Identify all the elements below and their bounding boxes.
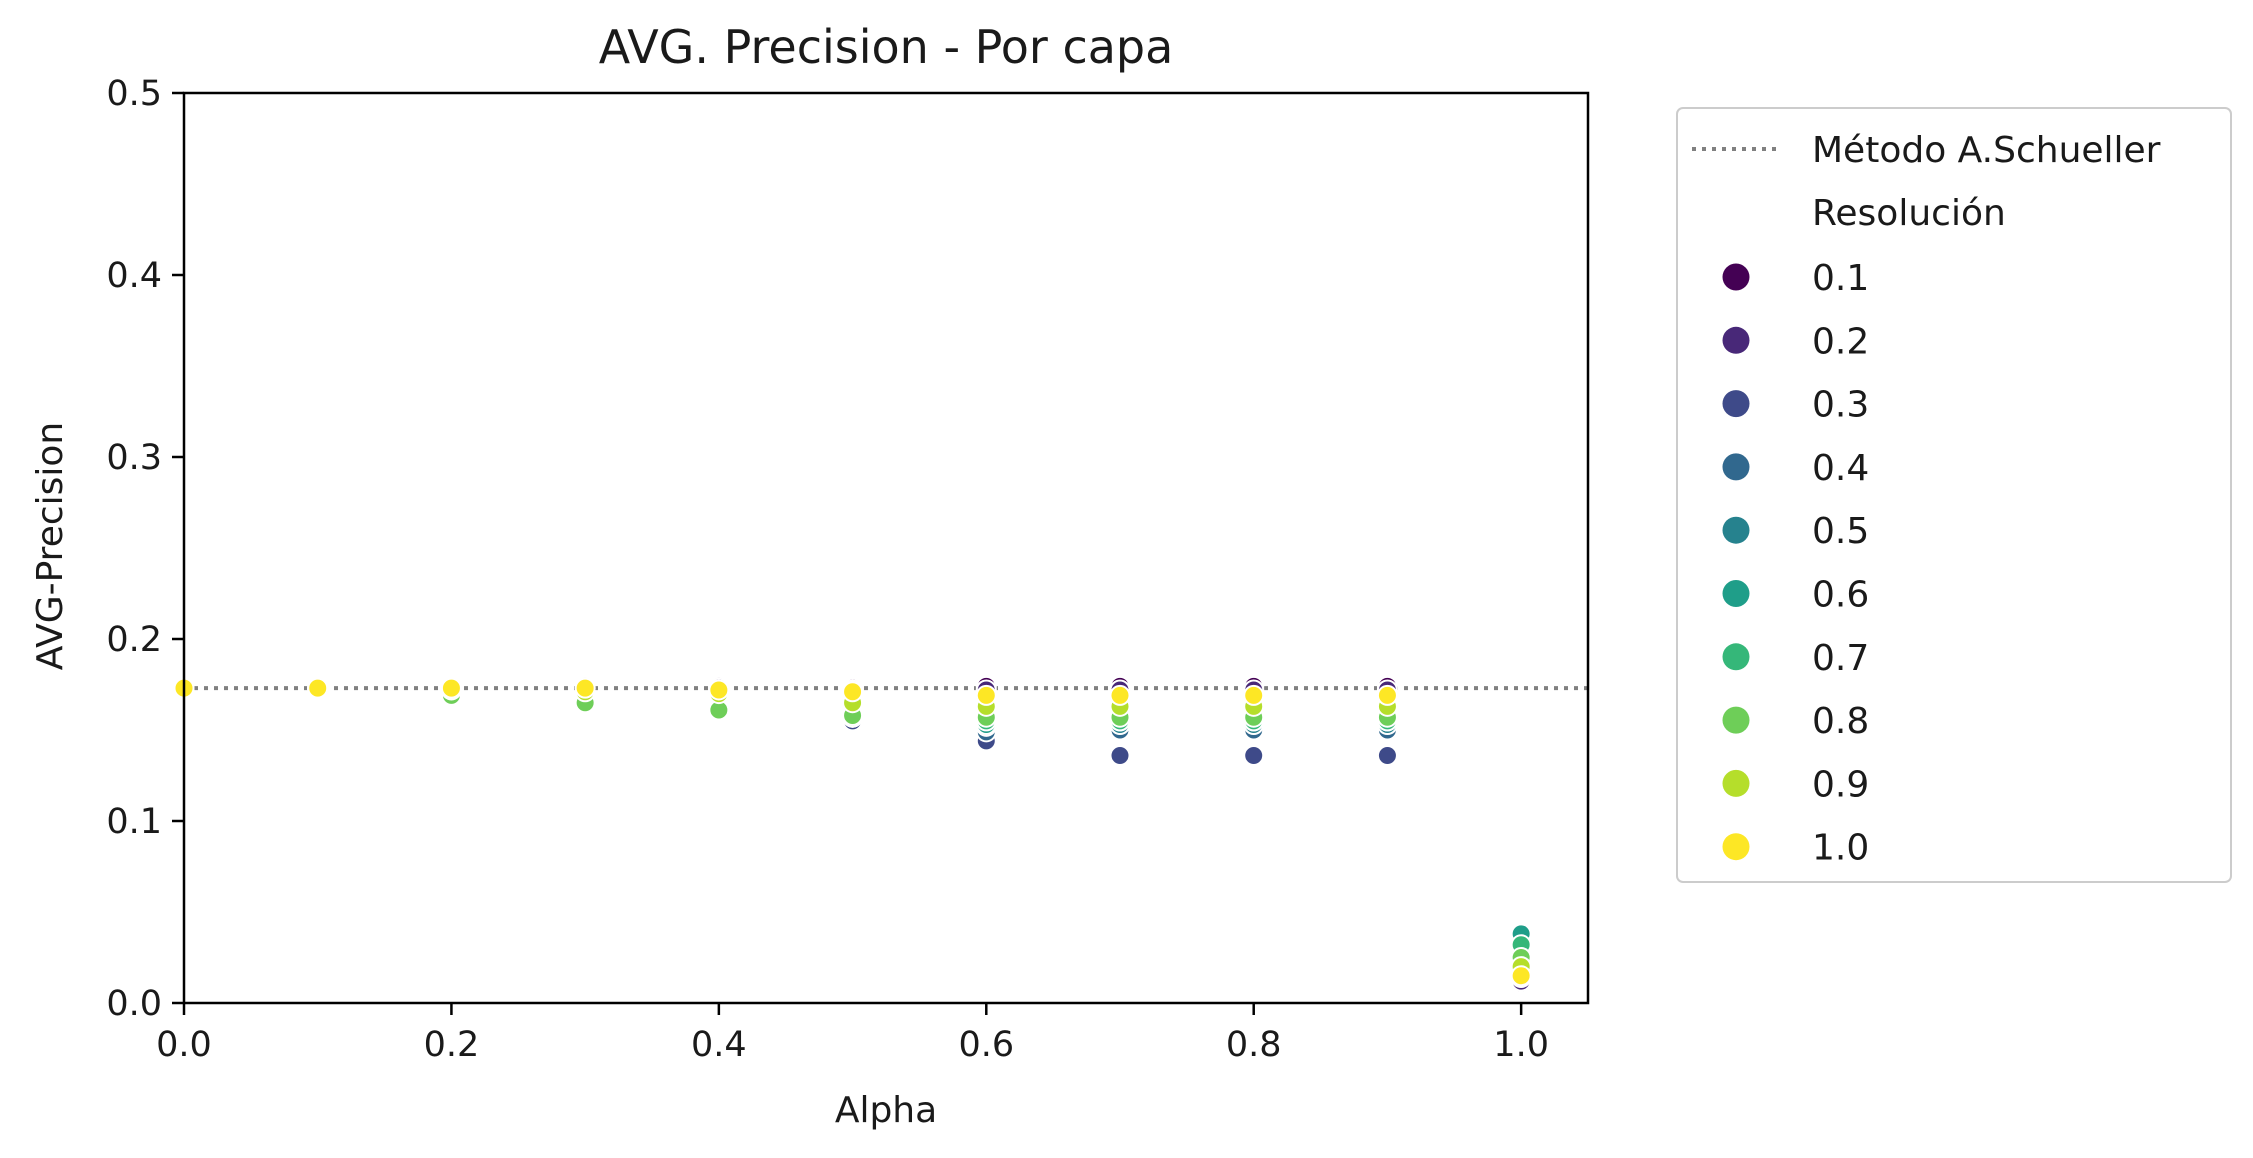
data-point — [1376, 744, 1398, 766]
legend-entry-label: 0.9 — [1812, 764, 1869, 805]
legend-entry-label: 0.5 — [1812, 511, 1869, 552]
legend: Método A.Schueller Resolución 0.10.20.30… — [1676, 107, 2232, 883]
legend-marker — [1722, 326, 1750, 354]
plot-frame — [182, 91, 1590, 1005]
legend-marker — [1722, 769, 1750, 797]
legend-items: 0.1 0.2 0.3 0.4 0.5 0.6 0.7 0.8 0.9 1.0 — [1722, 258, 1869, 869]
legend-entry-label: 0.6 — [1812, 575, 1869, 616]
y-tick-label: 0.1 — [106, 802, 162, 842]
x-tick-label: 0.4 — [691, 1025, 747, 1065]
data-point — [1510, 965, 1532, 987]
legend-frame — [1676, 107, 2232, 883]
data-point — [307, 677, 329, 699]
legend-marker — [1722, 390, 1750, 418]
data-point — [1109, 684, 1131, 706]
legend-entry-label: 0.4 — [1812, 448, 1869, 489]
legend-marker — [1722, 833, 1750, 861]
data-point — [708, 679, 730, 701]
x-tick-label: 0.0 — [156, 1025, 212, 1065]
legend-marker — [1722, 516, 1750, 544]
legend-marker — [1722, 453, 1750, 481]
y-tick-label: 0.2 — [106, 620, 162, 660]
data-point — [574, 677, 596, 699]
legend-entry-label: 0.7 — [1812, 638, 1869, 679]
x-tick-label: 0.8 — [1226, 1025, 1282, 1065]
data-point — [975, 684, 997, 706]
series-1.0 — [173, 677, 1532, 987]
legend-entry-label: 0.2 — [1812, 321, 1869, 362]
y-tick-label: 0.0 — [106, 984, 162, 1024]
y-axis-label: AVG-Precision — [30, 422, 71, 670]
legend-marker — [1722, 643, 1750, 671]
data-point — [842, 681, 864, 703]
y-tick-label: 0.4 — [106, 256, 162, 296]
legend-entry-label: 0.8 — [1812, 701, 1869, 742]
data-point — [1243, 744, 1265, 766]
legend-reference-line-label: Método A.Schueller — [1812, 130, 2161, 171]
data-point — [1376, 684, 1398, 706]
data-point — [1243, 684, 1265, 706]
plot-area: 0.0 0.2 0.4 0.6 0.8 1.0 0.0 0.1 0.2 0.3 0.4 0.5 — [106, 74, 1590, 1065]
legend-entry-label: 0.1 — [1812, 258, 1869, 299]
legend-entry-label: 0.3 — [1812, 385, 1869, 426]
y-tick-label: 0.5 — [106, 74, 162, 114]
legend-title: Resolución — [1812, 193, 2006, 234]
x-tick-label: 0.6 — [958, 1025, 1014, 1065]
chart-title: AVG. Precision - Por capa — [599, 20, 1174, 74]
x-axis-label: Alpha — [835, 1090, 937, 1131]
data-point — [440, 677, 462, 699]
legend-marker — [1722, 263, 1750, 291]
legend-marker — [1722, 706, 1750, 734]
x-tick-label: 1.0 — [1493, 1025, 1549, 1065]
legend-marker — [1722, 580, 1750, 607]
x-tick-label: 0.2 — [424, 1025, 480, 1065]
y-tick-label: 0.3 — [106, 438, 162, 478]
legend-entry-label: 1.0 — [1812, 828, 1869, 869]
data-point — [1109, 744, 1131, 766]
